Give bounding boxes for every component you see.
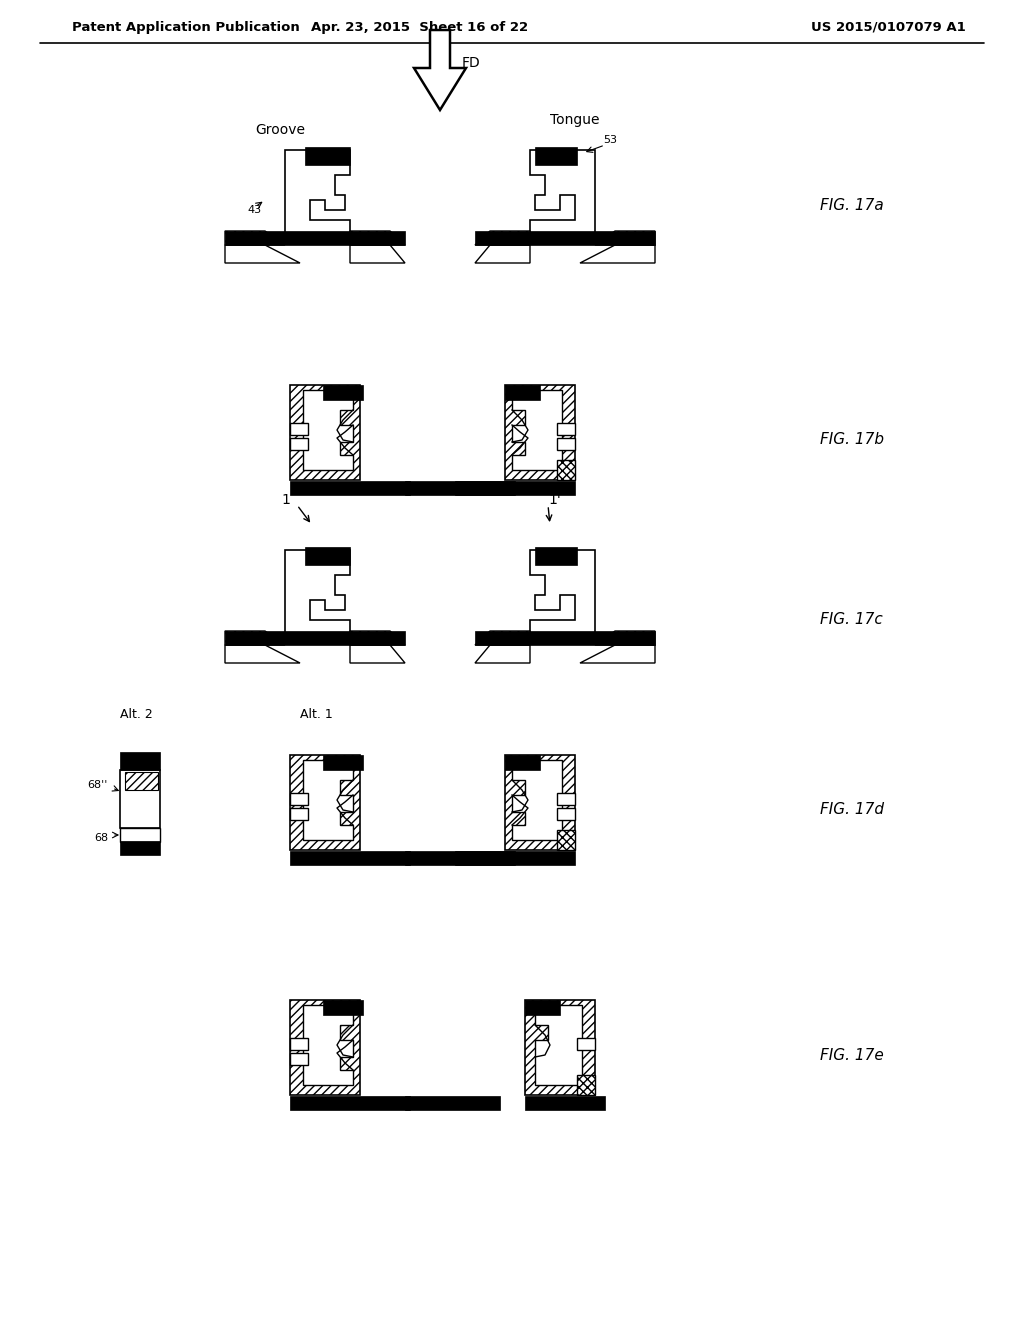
Bar [525,1096,605,1110]
Polygon shape [505,755,575,850]
Text: Alt. 1: Alt. 1 [300,709,333,722]
Bar [290,1053,308,1065]
Bar [290,808,308,820]
Bar [290,1096,410,1110]
Text: 1': 1' [548,492,561,507]
Polygon shape [475,645,530,663]
Bar [455,851,575,865]
Bar [290,851,410,865]
Polygon shape [512,760,562,840]
Bar [475,231,655,246]
Text: FIG. 17d: FIG. 17d [820,803,884,817]
Text: FIG. 17e: FIG. 17e [820,1048,884,1063]
Bar [305,147,350,165]
Bar [290,438,308,450]
Bar [406,480,515,495]
Polygon shape [475,631,530,645]
Polygon shape [125,772,158,789]
Bar [305,546,350,565]
Polygon shape [557,830,575,850]
Bar [475,631,655,645]
Bar [120,752,160,770]
Polygon shape [530,550,595,635]
Bar [535,546,577,565]
Text: FIG. 17c: FIG. 17c [820,612,883,627]
Polygon shape [225,231,285,246]
Text: 1: 1 [282,492,290,507]
Polygon shape [595,631,655,645]
Polygon shape [595,231,655,246]
Polygon shape [285,150,350,235]
Text: Apr. 23, 2015  Sheet 16 of 22: Apr. 23, 2015 Sheet 16 of 22 [311,21,528,33]
Polygon shape [285,550,350,635]
Bar [557,793,575,805]
Bar [505,385,540,400]
Polygon shape [350,231,406,246]
Bar [225,231,406,246]
Bar [225,631,406,645]
Bar [120,841,160,855]
Polygon shape [557,459,575,480]
Bar [290,793,308,805]
Bar [406,851,515,865]
Text: 43: 43 [247,205,261,215]
Polygon shape [225,645,300,663]
Polygon shape [512,389,562,470]
Bar [290,480,410,495]
Polygon shape [303,389,353,470]
Bar [525,1001,560,1015]
Bar [535,147,577,165]
Polygon shape [414,30,466,110]
Bar [557,438,575,450]
Bar [406,1096,500,1110]
Text: 53: 53 [603,135,617,145]
Polygon shape [225,246,300,263]
Polygon shape [350,246,406,263]
Polygon shape [303,1005,353,1085]
Bar [290,1038,308,1049]
Polygon shape [580,246,655,263]
Polygon shape [475,231,530,246]
Polygon shape [290,385,360,480]
Bar [557,808,575,820]
Polygon shape [577,1074,595,1096]
Bar [323,1001,362,1015]
Polygon shape [350,631,406,645]
Text: US 2015/0107079 A1: US 2015/0107079 A1 [811,21,966,33]
Bar [557,422,575,436]
Text: 68: 68 [94,833,108,843]
Polygon shape [580,645,655,663]
Text: FIG. 17b: FIG. 17b [820,433,884,447]
Text: FD: FD [462,55,480,70]
Bar [120,828,160,842]
Polygon shape [290,1001,360,1096]
Text: Tongue: Tongue [550,114,599,127]
Polygon shape [350,645,406,663]
Text: FIG. 17a: FIG. 17a [820,198,884,213]
Polygon shape [535,1005,582,1085]
Bar [323,385,362,400]
Bar [323,755,362,770]
Polygon shape [290,755,360,850]
Bar [577,1038,595,1049]
Text: Groove: Groove [255,123,305,137]
Text: 68'': 68'' [88,780,108,789]
Bar [455,480,575,495]
Text: Alt. 2: Alt. 2 [120,709,153,722]
Bar [290,422,308,436]
Polygon shape [505,385,575,480]
Polygon shape [475,246,530,263]
Bar [120,770,160,828]
Text: Patent Application Publication: Patent Application Publication [72,21,300,33]
Polygon shape [525,1001,595,1096]
Polygon shape [530,150,595,235]
Bar [505,755,540,770]
Polygon shape [303,760,353,840]
Polygon shape [225,631,285,645]
